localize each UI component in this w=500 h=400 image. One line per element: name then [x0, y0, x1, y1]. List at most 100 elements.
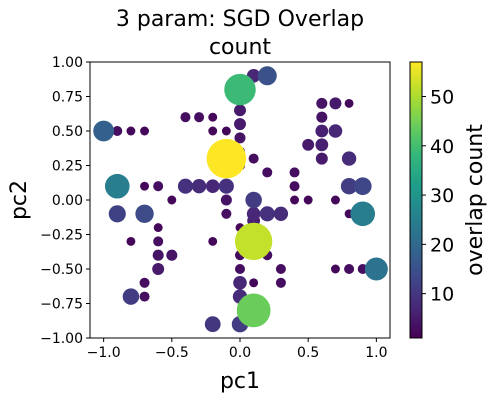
colorbar-tick-label: 40 [430, 136, 454, 158]
data-point [194, 112, 205, 123]
data-point [204, 316, 221, 333]
data-point [167, 195, 177, 205]
data-point [93, 120, 115, 142]
data-point [275, 263, 286, 275]
data-point [108, 205, 126, 223]
data-point [289, 181, 300, 192]
data-point [316, 97, 328, 109]
data-point [139, 291, 150, 302]
data-point [140, 126, 149, 136]
data-point [206, 138, 247, 179]
data-point [315, 124, 329, 138]
data-point [331, 264, 340, 274]
data-point [166, 249, 178, 261]
data-point [315, 152, 328, 165]
y-tick-label: 0.00 [52, 193, 83, 209]
data-point [262, 167, 273, 178]
data-point [344, 263, 355, 275]
data-point [353, 177, 372, 196]
y-axis-label: pc2 [7, 180, 32, 220]
points-layer [93, 66, 388, 333]
data-point [364, 257, 388, 281]
data-point [191, 179, 207, 194]
data-point [290, 195, 299, 205]
data-point [303, 195, 313, 205]
x-axis-ticks: −1.0 −0.5 0.0 0.5 1.0 [87, 338, 387, 361]
colorbar-tick-label: 20 [430, 234, 454, 256]
data-point [126, 126, 136, 136]
x-tick-label: 0.0 [229, 345, 251, 361]
chart-title-line: count [209, 35, 271, 60]
data-point [315, 138, 329, 152]
data-point [221, 208, 232, 219]
y-tick-label: 0.50 [52, 124, 83, 140]
data-point [329, 97, 342, 110]
y-tick-label: −0.50 [40, 262, 83, 278]
data-point [135, 204, 154, 223]
data-point [259, 206, 275, 222]
data-point [246, 207, 261, 221]
data-point [289, 167, 300, 178]
y-tick-label: 1.00 [52, 55, 83, 71]
data-point [340, 177, 358, 195]
data-point [122, 288, 140, 305]
data-point [177, 178, 193, 194]
data-point [205, 179, 220, 193]
y-tick-label: 0.25 [52, 159, 83, 175]
colorbar-label: overlap count [463, 124, 488, 276]
data-point [208, 112, 218, 122]
y-tick-label: 0.75 [52, 90, 83, 106]
data-point [234, 263, 246, 275]
data-point [208, 126, 218, 136]
y-tick-label: −0.25 [40, 228, 83, 244]
data-point [224, 73, 256, 106]
data-point [257, 66, 277, 86]
data-point [126, 236, 136, 246]
data-point [180, 112, 191, 123]
data-point [344, 98, 354, 108]
data-point [248, 153, 259, 164]
data-point [104, 173, 130, 199]
x-tick-label: 1.0 [365, 345, 387, 361]
colorbar-ticks: 10 20 30 40 50 [422, 87, 454, 306]
x-axis-label: pc1 [220, 369, 260, 394]
data-point [218, 178, 234, 194]
x-tick-label: −0.5 [155, 345, 189, 361]
colorbar-tick-label: 30 [430, 185, 454, 207]
data-point [245, 191, 262, 209]
data-point [236, 293, 271, 328]
data-point [234, 104, 246, 117]
data-point [152, 249, 164, 261]
y-tick-label: −1.00 [40, 331, 83, 347]
data-point [249, 278, 259, 288]
data-point [234, 118, 246, 131]
data-point [139, 277, 150, 288]
data-point [234, 132, 246, 144]
colorbar [409, 61, 423, 339]
data-point [275, 277, 286, 288]
data-point [152, 263, 165, 275]
data-point [140, 181, 149, 191]
data-point [233, 276, 247, 290]
data-point [331, 195, 340, 205]
chart-title-line: 3 param: SGD Overlap [116, 7, 364, 32]
y-tick-label: −0.75 [40, 297, 83, 313]
chart-title: 3 param: SGD Overlap count [116, 7, 364, 60]
data-point [153, 223, 163, 233]
data-point [220, 194, 232, 206]
x-tick-label: 0.5 [297, 345, 319, 361]
data-point [153, 236, 164, 247]
data-point [112, 125, 123, 137]
data-point [273, 206, 289, 221]
data-point [302, 138, 315, 151]
data-point [350, 201, 376, 227]
data-point [341, 151, 357, 166]
data-point [208, 236, 218, 246]
colorbar-tick-label: 10 [430, 284, 454, 306]
y-axis-ticks: −1.00 −0.75 −0.50 −0.25 0.00 0.25 0.50 0.75 1.00 [40, 55, 90, 347]
data-point [221, 126, 231, 136]
data-point [328, 124, 343, 138]
data-point [316, 111, 328, 123]
x-tick-label: −1.0 [87, 345, 121, 361]
